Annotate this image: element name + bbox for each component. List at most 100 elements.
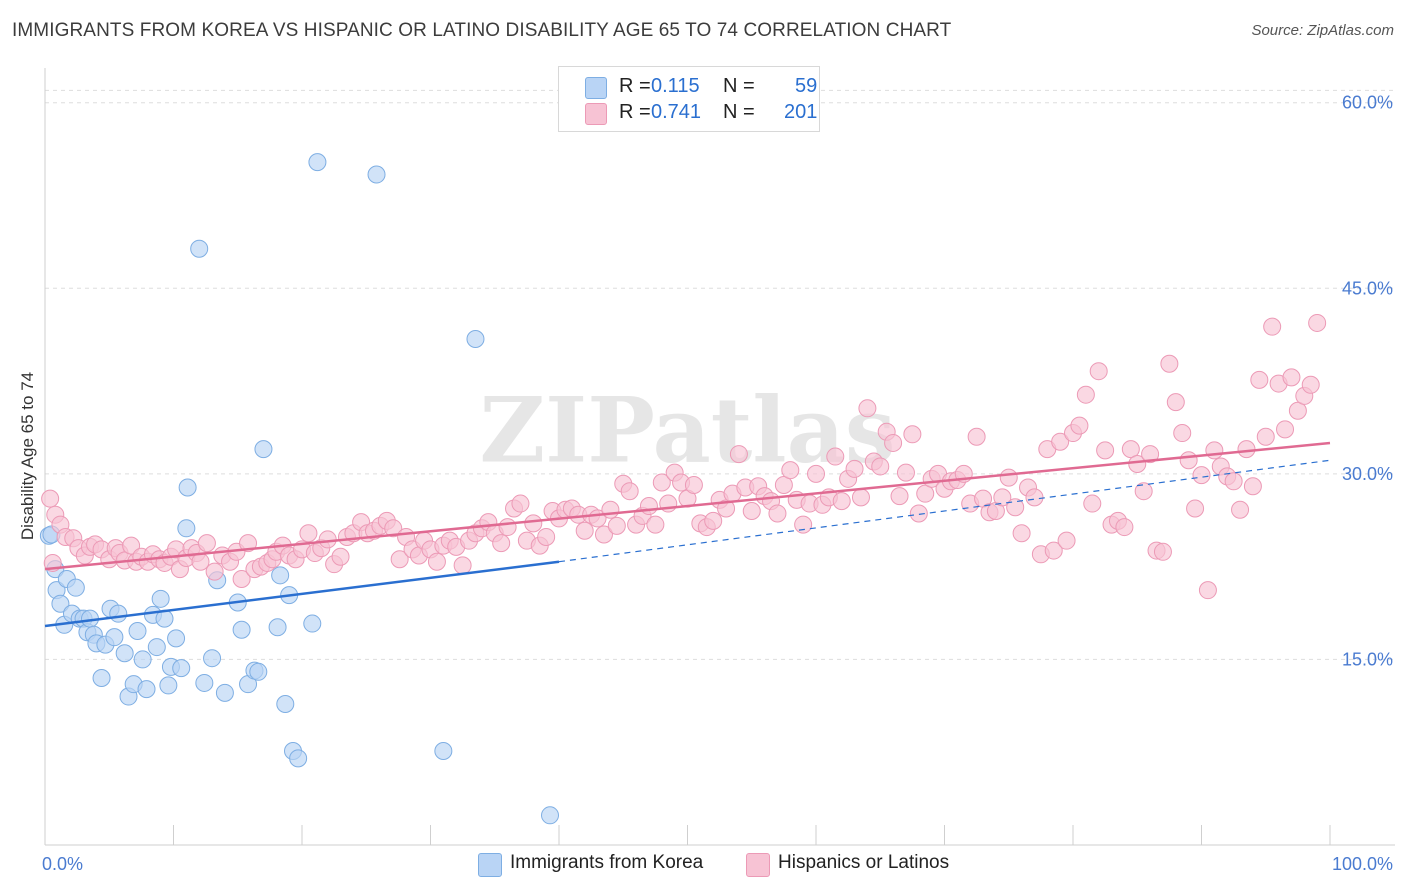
korea-point (115, 644, 134, 663)
latino-point (1115, 518, 1134, 537)
bottom-legend-label-latino: Hispanics or Latinos (778, 852, 950, 873)
latino-point (1179, 451, 1198, 470)
y-tick-label: 30.0% (1342, 464, 1393, 484)
latino-trend-line (44, 441, 1331, 571)
latino-point (1121, 440, 1140, 459)
latino-point (871, 457, 890, 476)
latino-point (331, 547, 350, 566)
korea-point (128, 621, 147, 640)
korea-point (466, 330, 485, 349)
legend-swatch-korea (585, 77, 607, 99)
y-tick-label: 60.0% (1342, 93, 1393, 113)
korea-point (92, 668, 111, 687)
legend-n-value: 201 (784, 101, 818, 123)
latino-point (1012, 524, 1031, 543)
latino-point (1025, 488, 1044, 507)
latino-point (639, 497, 658, 516)
korea-point (434, 741, 453, 760)
latino-point (122, 536, 141, 555)
latino-point (1231, 500, 1250, 519)
korea-point (289, 749, 308, 768)
latino-point (1044, 541, 1063, 560)
latino-point (1141, 445, 1160, 464)
korea-point (51, 594, 70, 613)
latino-point (999, 468, 1018, 487)
latino-point (807, 464, 825, 483)
latino-point (1192, 466, 1211, 485)
latino-point (1153, 542, 1172, 561)
latino-point (1173, 424, 1192, 443)
latino-point (498, 518, 517, 537)
latino-point (884, 433, 903, 452)
latino-point (1276, 420, 1295, 439)
latino-point (390, 550, 409, 569)
latino-point (684, 476, 703, 495)
korea-point (137, 680, 156, 699)
latino-point (41, 489, 60, 508)
latino-point (427, 552, 446, 571)
korea-point (367, 165, 386, 184)
latino-point (191, 552, 210, 571)
korea-point (203, 649, 222, 668)
latino-point (851, 488, 870, 507)
latino-point (1198, 581, 1217, 600)
watermark: ZIPatlas (479, 378, 895, 484)
latino-point (652, 473, 671, 492)
korea-point (271, 566, 290, 585)
latino-point (896, 463, 915, 482)
latino-point (1308, 313, 1327, 332)
latino-point (1128, 454, 1147, 473)
latino-point (1070, 416, 1089, 435)
latino-point (1186, 499, 1205, 518)
korea-point (190, 239, 209, 258)
latino-point (205, 562, 224, 581)
korea-point (308, 153, 327, 172)
latino-point (1134, 482, 1153, 501)
latino-point (239, 534, 258, 553)
korea-point (254, 440, 273, 459)
korea-point (541, 806, 560, 825)
latino-point (781, 461, 800, 480)
latino-point (1076, 385, 1095, 404)
latino-point (537, 527, 556, 546)
latino-point (511, 494, 530, 513)
latino-point (1051, 432, 1070, 451)
latino-point (1250, 370, 1269, 389)
latino-point (1256, 427, 1275, 446)
legend-swatch-latino (585, 103, 607, 125)
latino-point (729, 445, 748, 464)
legend-r-value: 0.741 (651, 101, 702, 123)
korea-point (249, 662, 268, 681)
latino-point (1288, 401, 1307, 420)
bottom-legend-swatch-latino (746, 853, 770, 877)
latino-point (607, 516, 626, 535)
latino-point (1243, 477, 1262, 496)
latino-point (1205, 441, 1224, 460)
bottom-legend-swatch-korea (478, 853, 502, 877)
latino-point (858, 399, 877, 418)
latino-point (1224, 472, 1243, 491)
latino-point (704, 511, 723, 530)
korea-point (109, 604, 128, 623)
korea-point (276, 694, 295, 713)
korea-point (105, 628, 124, 647)
korea-point (303, 614, 322, 633)
korea-point (195, 673, 214, 692)
chart-title: IMMIGRANTS FROM KOREA VS HISPANIC OR LAT… (12, 20, 952, 41)
korea-point (133, 650, 152, 669)
latino-point (1282, 368, 1301, 387)
latino-point (1057, 531, 1076, 550)
legend-n-label: N = (723, 101, 755, 123)
x-tick-label: 0.0% (42, 854, 83, 874)
y-tick-label: 15.0% (1342, 649, 1393, 669)
latino-point (768, 504, 787, 523)
latino-point (794, 515, 813, 534)
latino-point (826, 447, 845, 466)
latino-point (646, 515, 665, 534)
correlation-legend: R = 0.115 N = 59 R = 0.741 N = 201 (558, 66, 820, 132)
latino-point (1006, 498, 1025, 517)
latino-point (1166, 393, 1185, 412)
korea-point (177, 519, 196, 538)
latino-point (742, 501, 761, 520)
